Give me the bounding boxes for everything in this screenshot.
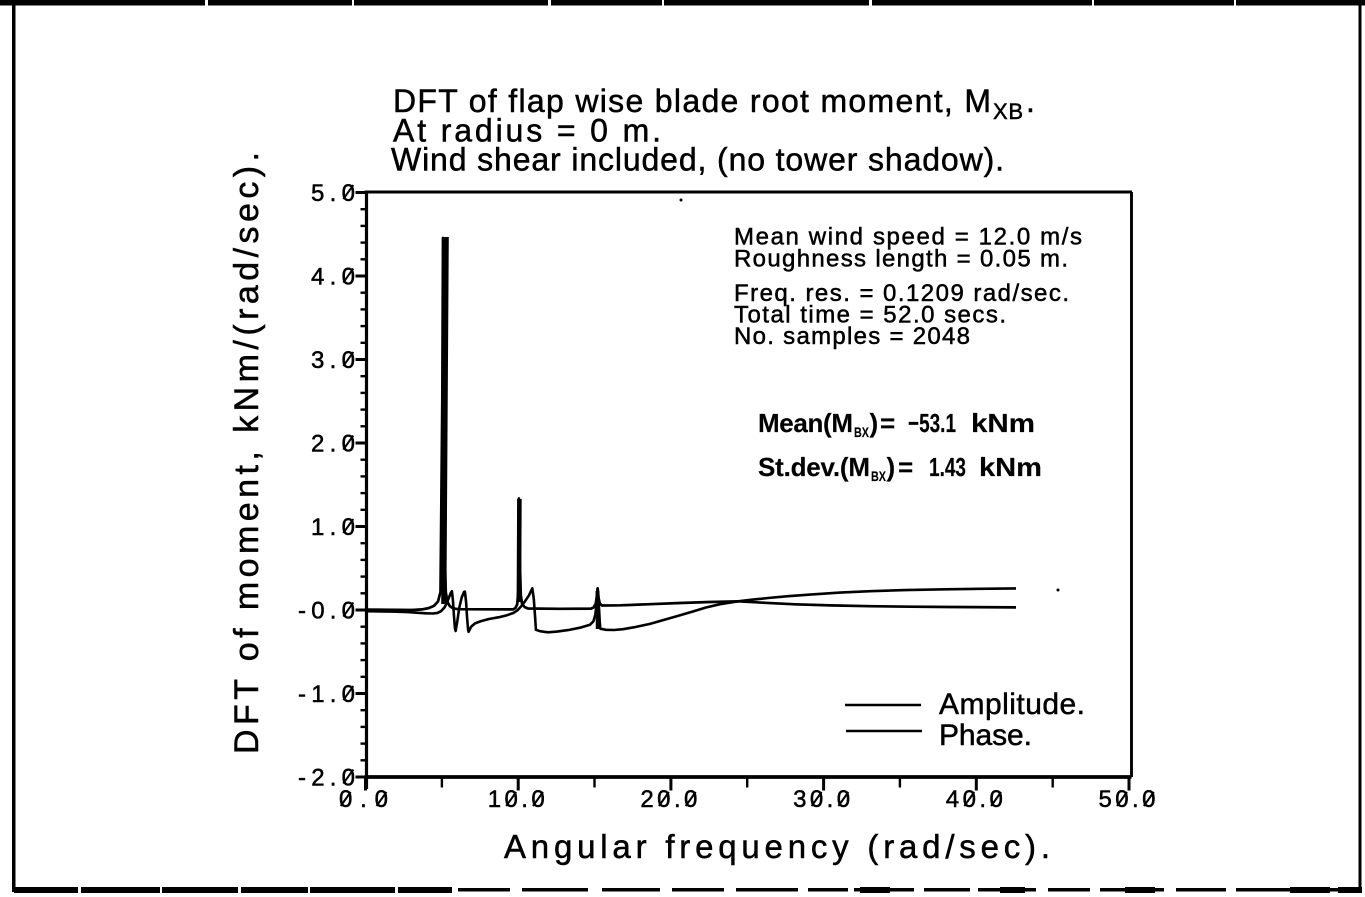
svg-text:5.0: 5.0 — [311, 180, 355, 207]
svg-text:XB: XB — [993, 99, 1023, 124]
svg-text:.: . — [1026, 83, 1035, 119]
svg-text:10.0: 10.0 — [488, 786, 545, 813]
svg-text:DFT of moment, kNm/(rad/sec).: DFT of moment, kNm/(rad/sec). — [228, 152, 266, 754]
svg-text:−53.1: −53.1 — [908, 408, 956, 438]
svg-text:=: = — [880, 408, 895, 438]
svg-text:40.0: 40.0 — [946, 786, 1003, 813]
svg-text:BX: BX — [854, 424, 870, 440]
svg-text:No. samples = 2048: No. samples = 2048 — [734, 323, 970, 350]
svg-text:Phase.: Phase. — [939, 719, 1032, 752]
svg-text:1.0: 1.0 — [311, 514, 355, 541]
svg-text:Freq. res. = 0.1209 rad/sec.: Freq. res. = 0.1209 rad/sec. — [734, 280, 1069, 307]
svg-text:Roughness length = 0.05 m.: Roughness length = 0.05 m. — [734, 246, 1068, 273]
svg-text:): ) — [887, 452, 896, 482]
svg-text:kNm: kNm — [979, 452, 1042, 482]
svg-text:Angular frequency (rad/sec).: Angular frequency (rad/sec). — [504, 828, 1050, 865]
svg-text:30.0: 30.0 — [793, 786, 850, 813]
svg-text:0.0: 0.0 — [339, 786, 388, 813]
svg-text:kNm: kNm — [971, 408, 1035, 438]
svg-text:BX: BX — [871, 468, 887, 484]
svg-text:Total time = 52.0 secs.: Total time = 52.0 secs. — [734, 302, 1006, 329]
svg-text:St.dev.(M: St.dev.(M — [758, 452, 870, 482]
svg-text:At radius = 0 m.: At radius = 0 m. — [393, 113, 661, 149]
svg-text:=: = — [898, 452, 913, 482]
svg-text:20.0: 20.0 — [640, 786, 697, 813]
svg-text:): ) — [870, 408, 879, 438]
svg-text:Mean(M: Mean(M — [758, 408, 853, 438]
svg-text:Wind shear included, (no tower: Wind shear included, (no tower shadow). — [391, 142, 1004, 178]
svg-text:50.0: 50.0 — [1099, 786, 1156, 813]
svg-text:Mean wind speed = 12.0 m/s: Mean wind speed = 12.0 m/s — [734, 224, 1082, 251]
svg-text:Amplitude.: Amplitude. — [939, 688, 1085, 721]
svg-text:1.43: 1.43 — [929, 452, 966, 482]
svg-text:DFT of flap wise blade root mo: DFT of flap wise blade root moment, M — [393, 83, 991, 119]
